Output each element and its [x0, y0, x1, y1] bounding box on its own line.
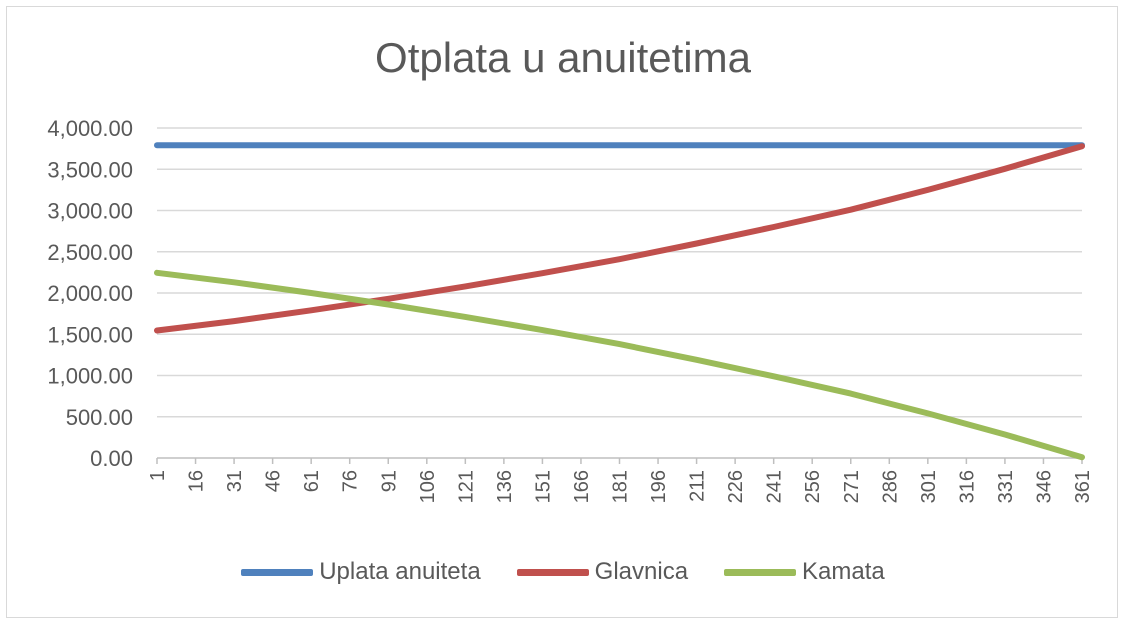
legend-swatch	[724, 568, 797, 576]
x-tick-label: 331	[995, 470, 1017, 503]
x-tick-label: 316	[956, 470, 978, 503]
legend-label: Uplata anuiteta	[319, 558, 481, 585]
legend-swatch	[516, 568, 589, 576]
x-tick-label: 46	[263, 470, 285, 492]
x-tick-label: 121	[455, 470, 477, 503]
y-tick-label: 0.00	[90, 446, 133, 471]
x-tick-label: 76	[340, 470, 362, 492]
legend-item: Uplata anuiteta	[241, 558, 481, 586]
x-tick-label: 16	[186, 470, 208, 492]
legend-label: Kamata	[802, 558, 885, 585]
x-tick-label: 106	[417, 470, 439, 503]
x-tick-label: 346	[1033, 470, 1055, 503]
x-tick-label: 166	[571, 470, 593, 503]
y-tick-label: 500.00	[66, 405, 133, 430]
y-tick-label: 2,000.00	[47, 281, 133, 306]
x-tick-label: 91	[378, 470, 400, 492]
x-tick-label: 211	[687, 470, 709, 502]
x-tick-label: 271	[841, 470, 863, 503]
chart-frame	[6, 6, 1118, 618]
x-tick-label: 151	[532, 470, 554, 503]
x-tick-label: 61	[301, 470, 323, 492]
x-tick-label: 241	[764, 470, 786, 503]
x-tick-label: 181	[610, 470, 632, 503]
legend-label: Glavnica	[594, 558, 689, 585]
x-tick-label: 256	[802, 470, 824, 503]
chart-legend: Uplata anuiteta Glavnica Kamata	[0, 558, 1126, 586]
x-tick-label: 196	[648, 470, 670, 503]
x-tick-label: 226	[725, 470, 747, 503]
series-line-kamata	[154, 269, 1085, 461]
x-tick-label: 31	[224, 470, 246, 492]
legend-item: Kamata	[724, 558, 885, 586]
y-tick-label: 1,500.00	[47, 322, 133, 347]
y-tick-label: 2,500.00	[47, 240, 133, 265]
legend-item: Glavnica	[516, 558, 689, 586]
x-tick-label: 136	[494, 470, 516, 503]
y-tick-label: 3,000.00	[47, 199, 133, 224]
x-tick-label: 301	[918, 470, 940, 503]
chart-title: Otplata u anuitetima	[375, 34, 751, 81]
x-tick-label: 361	[1072, 470, 1094, 503]
x-tick-label: 286	[879, 470, 901, 503]
series-line-glavnica	[154, 143, 1085, 334]
x-tick-label: 1	[147, 470, 169, 481]
y-tick-label: 1,000.00	[47, 364, 133, 389]
y-tick-label: 3,500.00	[47, 157, 133, 182]
y-tick-label: 4,000.00	[47, 116, 133, 141]
legend-swatch	[241, 568, 314, 576]
